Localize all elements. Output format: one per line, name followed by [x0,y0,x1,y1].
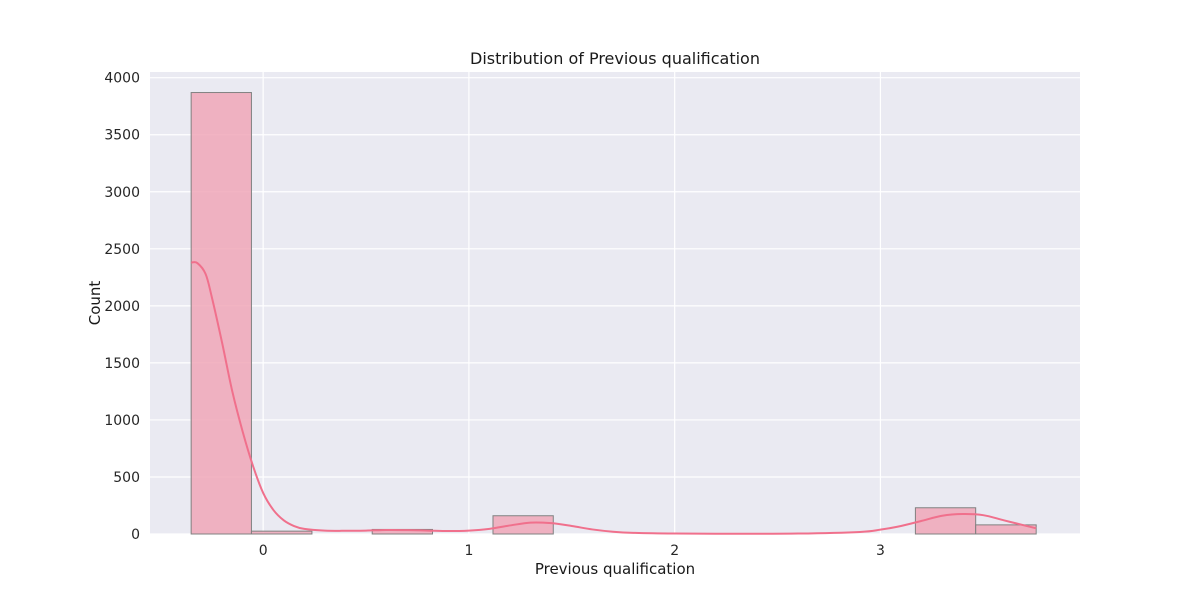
grid-layer [150,72,1080,535]
x-tick-label: 0 [259,543,268,559]
y-tick-label: 3000 [104,185,140,201]
y-tick-label: 1500 [104,356,140,372]
chart-title: Distribution of Previous qualification [470,49,760,68]
y-tick-label: 1000 [104,413,140,429]
histogram-bar [190,92,252,535]
histogram-bar [250,530,313,535]
plot-background [150,72,1080,534]
histogram-bar [975,524,1037,535]
x-axis-label: Previous qualification [535,560,695,578]
x-tick-labels: 0 1 2 3 [259,543,885,559]
y-tick-label: 2500 [104,242,140,258]
bars-layer [190,92,1037,535]
histogram-bar [492,515,554,535]
kde-line [191,261,1037,535]
x-tick-label: 2 [670,543,679,559]
x-tick-label: 1 [464,543,473,559]
y-tick-label: 3500 [104,128,140,144]
y-tick-labels: 0 500 1000 1500 2000 2500 3000 3500 4000 [104,71,140,543]
y-tick-label: 2000 [104,299,140,315]
x-tick-label: 3 [876,543,885,559]
y-tick-label: 500 [113,470,140,486]
y-axis-label: Count [86,281,104,326]
y-tick-label: 0 [131,527,140,543]
y-tick-label: 4000 [104,71,140,87]
